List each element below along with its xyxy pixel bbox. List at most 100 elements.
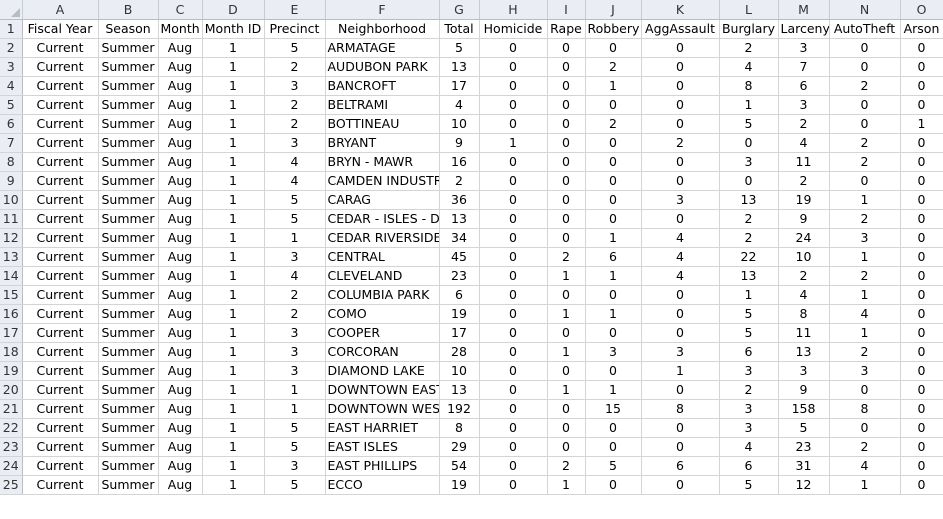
cell-aggassault[interactable]: 0 xyxy=(641,418,720,438)
cell-burglary[interactable]: 3 xyxy=(719,152,779,172)
cell-month[interactable]: Aug xyxy=(158,361,203,381)
cell-neighborhood[interactable]: COOPER xyxy=(325,323,440,343)
cell-month[interactable]: Aug xyxy=(158,380,203,400)
cell-neighborhood[interactable]: AUDUBON PARK xyxy=(325,57,440,77)
cell-arson[interactable]: 0 xyxy=(900,399,943,419)
cell-arson[interactable]: 0 xyxy=(900,342,943,362)
column-header[interactable]: K xyxy=(641,0,720,20)
column-header[interactable]: L xyxy=(719,0,779,20)
cell-neighborhood[interactable]: EAST HARRIET xyxy=(325,418,440,438)
row-header[interactable]: 3 xyxy=(0,57,23,77)
cell-season[interactable]: Summer xyxy=(98,95,159,115)
column-header[interactable]: H xyxy=(479,0,548,20)
cell-aggassault[interactable]: 0 xyxy=(641,475,720,495)
row-header[interactable]: 18 xyxy=(0,342,23,362)
cell-arson[interactable]: 0 xyxy=(900,285,943,305)
cell-robbery[interactable]: 1 xyxy=(585,380,642,400)
cell-precinct-header[interactable]: Precinct xyxy=(264,19,326,39)
cell-fiscal-year[interactable]: Current xyxy=(22,247,99,267)
cell-autotheft[interactable]: 0 xyxy=(829,57,901,77)
cell-burglary[interactable]: 2 xyxy=(719,209,779,229)
cell-season[interactable]: Summer xyxy=(98,247,159,267)
cell-burglary-header[interactable]: Burglary xyxy=(719,19,779,39)
cell-homicide[interactable]: 0 xyxy=(479,323,548,343)
cell-month-id[interactable]: 1 xyxy=(202,475,265,495)
cell-total[interactable]: 23 xyxy=(439,266,480,286)
cell-fiscal-year[interactable]: Current xyxy=(22,437,99,457)
cell-homicide[interactable]: 0 xyxy=(479,456,548,476)
cell-robbery[interactable]: 0 xyxy=(585,190,642,210)
cell-robbery[interactable]: 1 xyxy=(585,228,642,248)
cell-month-id[interactable]: 1 xyxy=(202,323,265,343)
cell-larceny[interactable]: 7 xyxy=(778,57,830,77)
cell-rape[interactable]: 0 xyxy=(547,437,586,457)
cell-total[interactable]: 19 xyxy=(439,304,480,324)
cell-fiscal-year[interactable]: Current xyxy=(22,456,99,476)
cell-precinct[interactable]: 4 xyxy=(264,171,326,191)
cell-month[interactable]: Aug xyxy=(158,95,203,115)
cell-rape[interactable]: 2 xyxy=(547,456,586,476)
cell-arson[interactable]: 0 xyxy=(900,247,943,267)
cell-precinct[interactable]: 5 xyxy=(264,38,326,58)
cell-month[interactable]: Aug xyxy=(158,323,203,343)
cell-larceny[interactable]: 9 xyxy=(778,209,830,229)
cell-aggassault[interactable]: 6 xyxy=(641,456,720,476)
cell-month[interactable]: Aug xyxy=(158,304,203,324)
cell-burglary[interactable]: 0 xyxy=(719,171,779,191)
cell-autotheft[interactable]: 4 xyxy=(829,456,901,476)
cell-larceny[interactable]: 6 xyxy=(778,76,830,96)
cell-month-id[interactable]: 1 xyxy=(202,228,265,248)
cell-larceny[interactable]: 2 xyxy=(778,171,830,191)
cell-month[interactable]: Aug xyxy=(158,285,203,305)
cell-precinct[interactable]: 1 xyxy=(264,228,326,248)
cell-precinct[interactable]: 2 xyxy=(264,95,326,115)
row-header[interactable]: 11 xyxy=(0,209,23,229)
column-header[interactable]: E xyxy=(264,0,326,20)
cell-burglary[interactable]: 3 xyxy=(719,399,779,419)
column-header[interactable]: O xyxy=(900,0,943,20)
row-header[interactable]: 19 xyxy=(0,361,23,381)
cell-robbery[interactable]: 0 xyxy=(585,361,642,381)
cell-season[interactable]: Summer xyxy=(98,228,159,248)
cell-neighborhood[interactable]: ECCO xyxy=(325,475,440,495)
cell-season[interactable]: Summer xyxy=(98,133,159,153)
cell-robbery[interactable]: 1 xyxy=(585,76,642,96)
cell-larceny[interactable]: 10 xyxy=(778,247,830,267)
cell-autotheft[interactable]: 4 xyxy=(829,304,901,324)
cell-month[interactable]: Aug xyxy=(158,475,203,495)
cell-arson[interactable]: 0 xyxy=(900,95,943,115)
cell-season[interactable]: Summer xyxy=(98,209,159,229)
cell-homicide-header[interactable]: Homicide xyxy=(479,19,548,39)
cell-month[interactable]: Aug xyxy=(158,266,203,286)
cell-fiscal-year[interactable]: Current xyxy=(22,418,99,438)
cell-neighborhood[interactable]: DOWNTOWN WES xyxy=(325,399,440,419)
cell-autotheft[interactable]: 2 xyxy=(829,209,901,229)
cell-season[interactable]: Summer xyxy=(98,456,159,476)
cell-fiscal-year[interactable]: Current xyxy=(22,475,99,495)
column-header[interactable]: M xyxy=(778,0,830,20)
cell-season[interactable]: Summer xyxy=(98,171,159,191)
cell-rape[interactable]: 1 xyxy=(547,342,586,362)
cell-fiscal-year[interactable]: Current xyxy=(22,114,99,134)
cell-total-header[interactable]: Total xyxy=(439,19,480,39)
row-header[interactable]: 9 xyxy=(0,171,23,191)
cell-total[interactable]: 6 xyxy=(439,285,480,305)
cell-arson-header[interactable]: Arson xyxy=(900,19,943,39)
row-header[interactable]: 8 xyxy=(0,152,23,172)
cell-precinct[interactable]: 4 xyxy=(264,266,326,286)
cell-total[interactable]: 13 xyxy=(439,209,480,229)
cell-homicide[interactable]: 0 xyxy=(479,38,548,58)
cell-robbery[interactable]: 0 xyxy=(585,323,642,343)
cell-fiscal-year[interactable]: Current xyxy=(22,285,99,305)
cell-robbery[interactable]: 1 xyxy=(585,304,642,324)
row-header[interactable]: 25 xyxy=(0,475,23,495)
cell-fiscal-year[interactable]: Current xyxy=(22,95,99,115)
column-header[interactable]: A xyxy=(22,0,99,20)
cell-homicide[interactable]: 0 xyxy=(479,190,548,210)
cell-precinct[interactable]: 2 xyxy=(264,114,326,134)
cell-robbery[interactable]: 0 xyxy=(585,38,642,58)
cell-rape[interactable]: 2 xyxy=(547,247,586,267)
cell-homicide[interactable]: 0 xyxy=(479,437,548,457)
cell-aggassault[interactable]: 0 xyxy=(641,76,720,96)
cell-total[interactable]: 2 xyxy=(439,171,480,191)
